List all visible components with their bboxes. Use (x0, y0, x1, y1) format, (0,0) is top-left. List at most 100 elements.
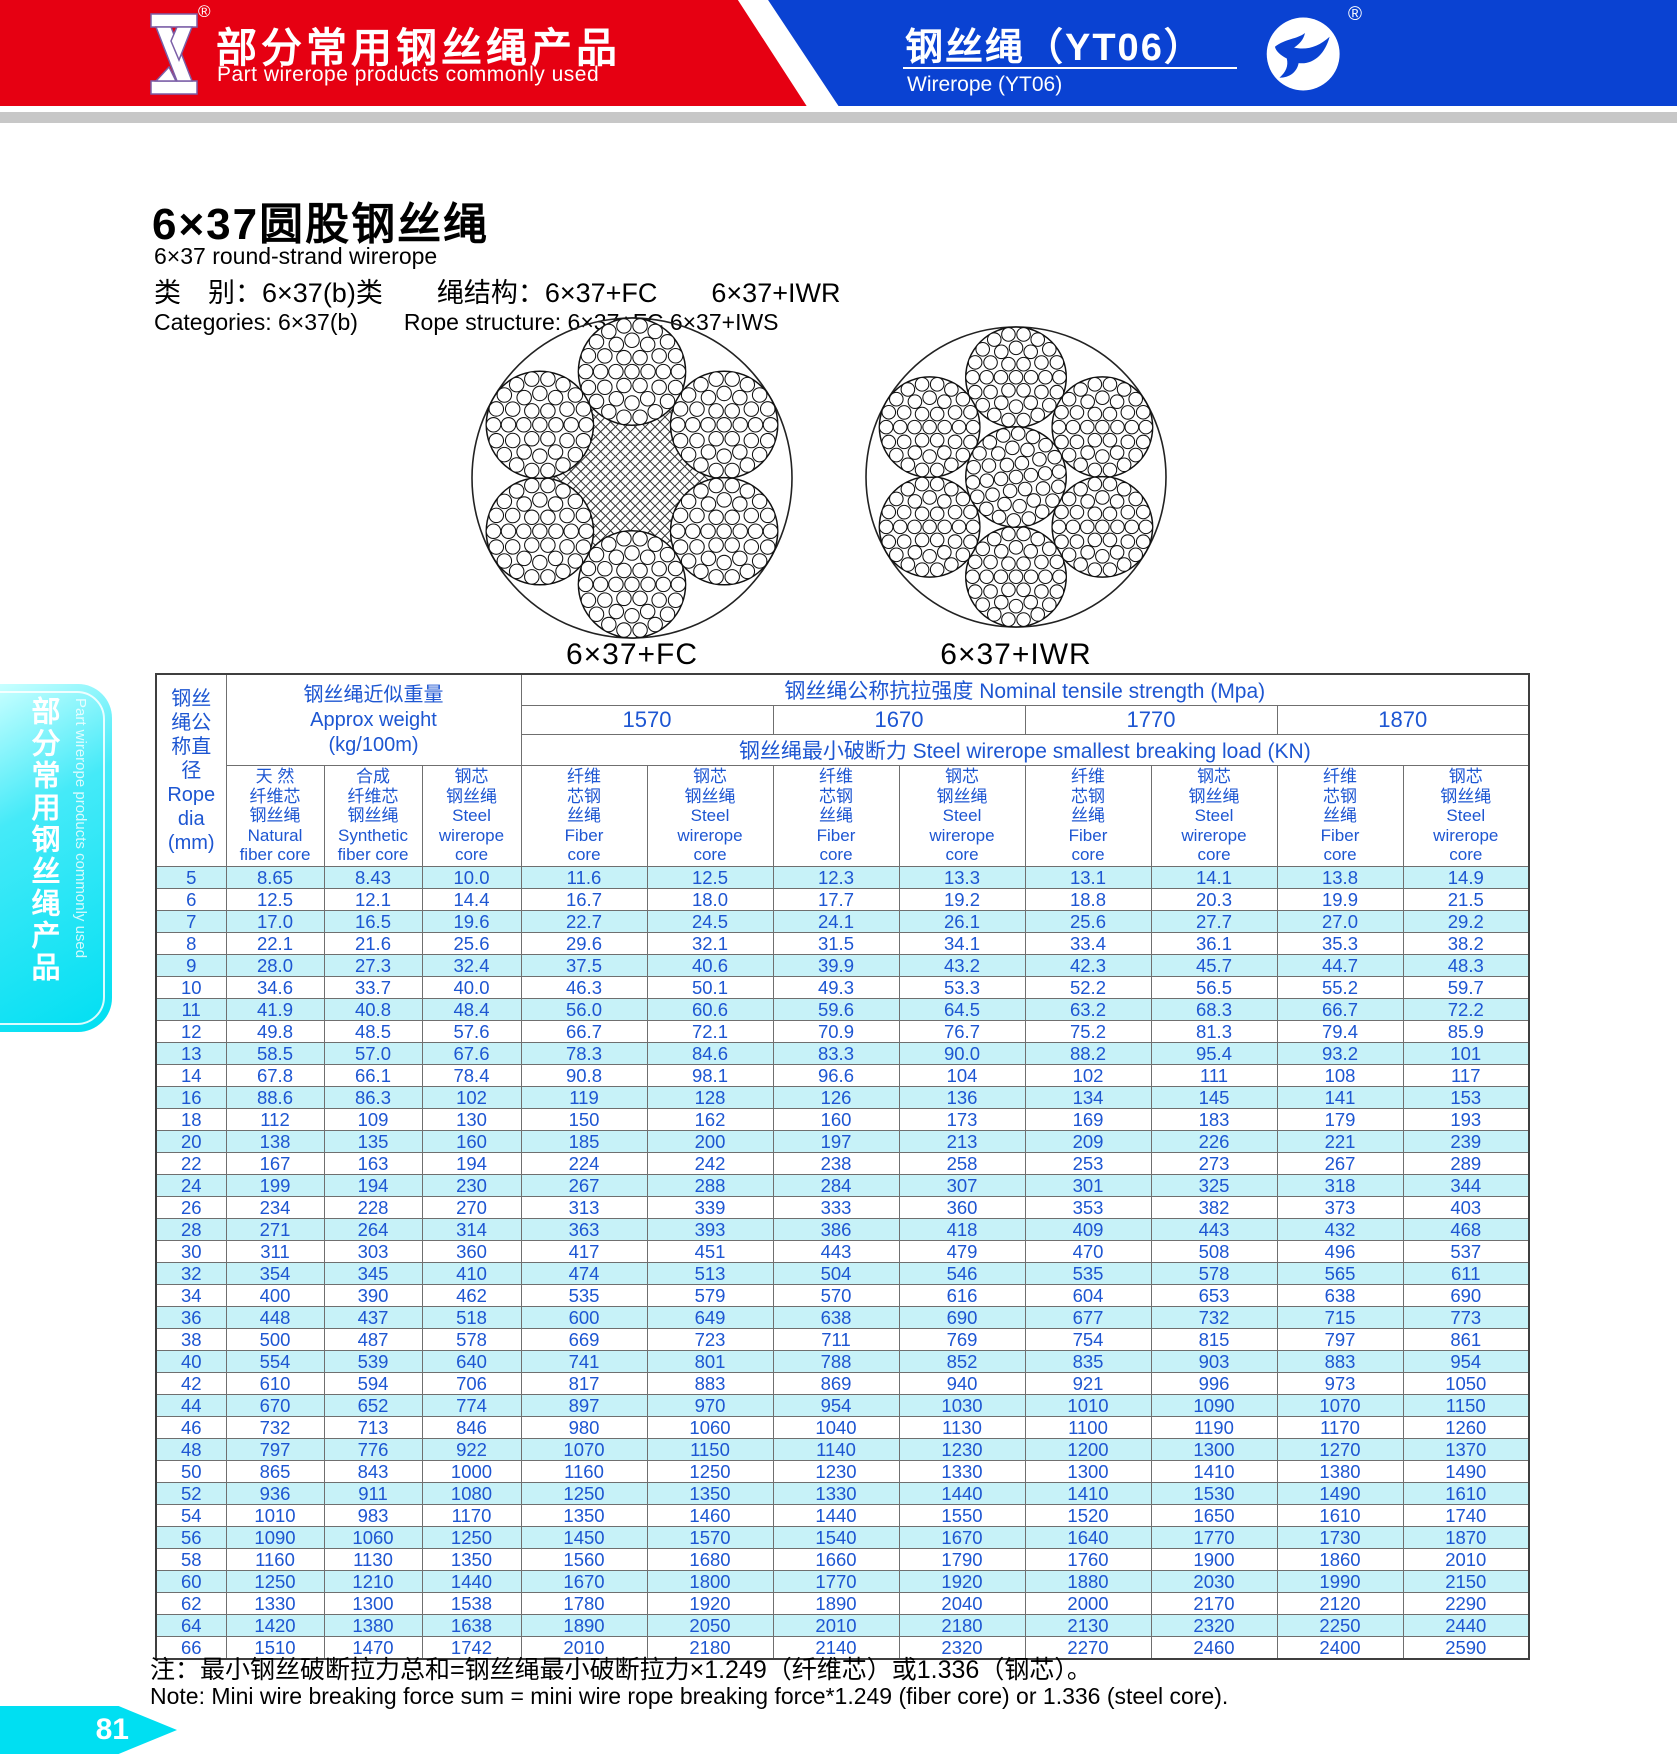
bird-logo-icon (1266, 17, 1340, 91)
category-line-en: Categories: 6×37(b) Rope structure: 6×37… (154, 309, 779, 335)
company-logo-icon (150, 13, 198, 95)
col-header-tensile-strength: 钢丝绳公称抗拉强度 Nominal tensile strength (Mpa) (520, 673, 1530, 706)
table-cell: 2010 (520, 1636, 648, 1660)
table-cell: 1670 (898, 1526, 1026, 1549)
side-tab-label-zh: 部分常用钢丝绳产品 (27, 696, 59, 984)
table-cell: 2150 (1402, 1570, 1530, 1593)
table-cell: 72.2 (1402, 998, 1530, 1021)
table-cell: 1010 (225, 1504, 325, 1527)
table-cell: 19.9 (1276, 888, 1404, 911)
table-cell: 1300 (323, 1592, 423, 1615)
rope-cross-section-iwr (865, 326, 1167, 628)
table-cell: 1770 (1150, 1526, 1278, 1549)
table-cell: 284 (772, 1174, 900, 1197)
table-cell: 1890 (772, 1592, 900, 1615)
table-cell: 1060 (646, 1416, 774, 1439)
rope-dia-cell: 18 (155, 1108, 227, 1131)
table-cell: 1440 (772, 1504, 900, 1527)
table-cell: 17.7 (772, 888, 900, 911)
registered-mark: ® (198, 2, 211, 21)
table-cell: 88.6 (225, 1086, 325, 1109)
table-row: 13 58.5 57.0 67.6 78.3 84.6 83.3 90.0 88.2 95.4 93… (155, 1042, 1530, 1065)
table-cell: 869 (772, 1372, 900, 1395)
table-cell: 66.7 (520, 1020, 648, 1043)
page-subtitle: 6×37 round-strand wirerope (154, 243, 438, 269)
table-cell: 788 (772, 1350, 900, 1373)
table-cell: 911 (323, 1482, 423, 1505)
table-row: 34 400 390 462 535 579 570 616 604 653 638 690 (155, 1284, 1530, 1307)
table-cell: 10.0 (421, 866, 522, 889)
table-cell: 1270 (1276, 1438, 1404, 1461)
table-row: 50 865 843 1000 1160 1250 1230 1330 1300 1410 1380… (155, 1460, 1530, 1483)
table-cell: 1130 (323, 1548, 423, 1571)
rope-dia-cell: 54 (155, 1504, 227, 1527)
table-cell: 462 (421, 1284, 522, 1307)
banner-title-en: Part wirerope products commonly used (217, 63, 600, 86)
table-cell: 653 (1150, 1284, 1278, 1307)
table-cell: 638 (772, 1306, 900, 1329)
table-cell: 754 (1024, 1328, 1152, 1351)
note-zh: 注：最小钢丝破断拉力总和=钢丝绳最小破断拉力×1.249（纤维芯）或1.336（… (150, 1656, 1092, 1684)
table-cell: 194 (323, 1174, 423, 1197)
table-cell: 40.6 (646, 954, 774, 977)
table-cell: 289 (1402, 1152, 1530, 1175)
table-cell: 209 (1024, 1130, 1152, 1153)
table-cell: 2250 (1276, 1614, 1404, 1637)
table-cell: 1230 (898, 1438, 1026, 1461)
table-cell: 303 (323, 1240, 423, 1263)
table-cell: 776 (323, 1438, 423, 1461)
table-cell: 1490 (1276, 1482, 1404, 1505)
table-cell: 604 (1024, 1284, 1152, 1307)
table-cell: 400 (225, 1284, 325, 1307)
table-row: 44 670 652 774 897 970 954 1030 1010 1090 1070 1150 (155, 1394, 1530, 1417)
sub-header-steel-core: 钢芯 钢丝绳 Steel wirerope core (421, 765, 522, 867)
table-cell: 288 (646, 1174, 774, 1197)
table-cell: 11.6 (520, 866, 648, 889)
table-cell: 1260 (1402, 1416, 1530, 1439)
table-cell: 996 (1150, 1372, 1278, 1395)
table-cell: 95.4 (1150, 1042, 1278, 1065)
rope-dia-cell: 56 (155, 1526, 227, 1549)
table-cell: 13.8 (1276, 866, 1404, 889)
table-cell: 41.9 (225, 998, 325, 1021)
table-row: 14 67.8 66.1 78.4 90.8 98.1 96.6 104 102 111 108 11… (155, 1064, 1530, 1087)
table-cell: 1520 (1024, 1504, 1152, 1527)
table-cell: 185 (520, 1130, 648, 1153)
rope-dia-cell: 12 (155, 1020, 227, 1043)
table-cell: 226 (1150, 1130, 1278, 1153)
table-cell: 903 (1150, 1350, 1278, 1373)
table-row: 42 610 594 706 817 883 869 940 921 996 973 1050 (155, 1372, 1530, 1395)
rope-dia-cell: 20 (155, 1130, 227, 1153)
table-cell: 20.3 (1150, 888, 1278, 911)
table-row: 26 234 228 270 313 339 333 360 353 382 373 403 (155, 1196, 1530, 1219)
table-cell: 48.3 (1402, 954, 1530, 977)
table-cell: 230 (421, 1174, 522, 1197)
table-cell: 24.5 (646, 910, 774, 933)
table-cell: 713 (323, 1416, 423, 1439)
table-cell: 936 (225, 1482, 325, 1505)
table-cell: 1890 (520, 1614, 648, 1637)
table-cell: 1000 (421, 1460, 522, 1483)
table-cell: 8.65 (225, 866, 325, 889)
table-cell: 17.0 (225, 910, 325, 933)
sub-header-steel-core-1570: 钢芯 钢丝绳 Steel wirerope core (646, 765, 774, 867)
table-cell: 774 (421, 1394, 522, 1417)
table-cell: 18.8 (1024, 888, 1152, 911)
table-cell: 49.3 (772, 976, 900, 999)
table-cell: 817 (520, 1372, 648, 1395)
header-divider (0, 112, 1677, 123)
table-cell: 1610 (1402, 1482, 1530, 1505)
table-cell: 2000 (1024, 1592, 1152, 1615)
table-cell: 1300 (1024, 1460, 1152, 1483)
table-cell: 183 (1150, 1108, 1278, 1131)
table-cell: 363 (520, 1218, 648, 1241)
table-cell: 1860 (1276, 1548, 1404, 1571)
rope-dia-cell: 24 (155, 1174, 227, 1197)
table-cell: 70.9 (772, 1020, 900, 1043)
table-cell: 518 (421, 1306, 522, 1329)
table-cell: 922 (421, 1438, 522, 1461)
table-cell: 311 (225, 1240, 325, 1263)
product-title-en: Wirerope (YT06) (907, 73, 1063, 96)
table-cell: 234 (225, 1196, 325, 1219)
table-cell: 1070 (520, 1438, 648, 1461)
